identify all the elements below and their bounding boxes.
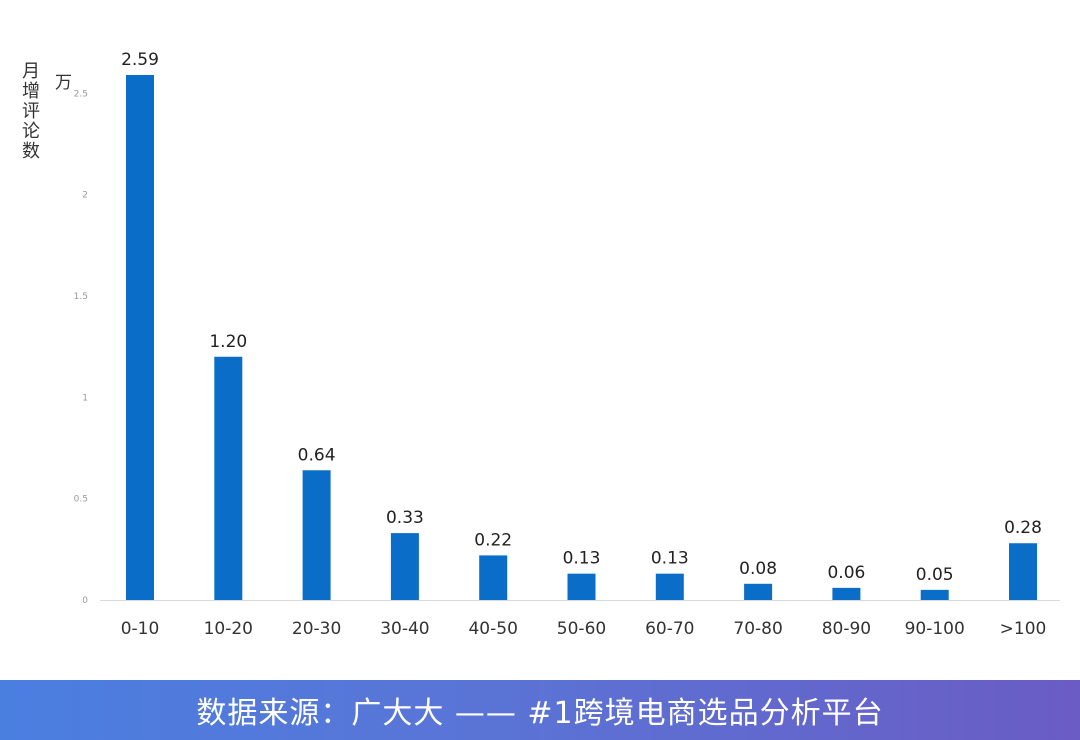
bar-2 <box>214 356 243 600</box>
bar-value-label: 0.22 <box>474 530 512 550</box>
bar-7 <box>655 573 684 600</box>
bar-4 <box>390 533 419 600</box>
x-tick-label: 0-10 <box>121 619 160 639</box>
y-tick-label: 0 <box>82 596 88 606</box>
bar-value-label: 0.13 <box>563 549 601 569</box>
bar-8 <box>744 583 773 600</box>
x-tick-label: 20-30 <box>292 619 341 639</box>
bar-value-label: 1.20 <box>209 332 247 352</box>
x-tick-label: 90-100 <box>905 619 965 639</box>
x-tick-label: 10-20 <box>204 619 253 639</box>
y-axis-unit: 万 <box>55 73 72 93</box>
data-source-text: 数据来源：广大大 —— #1跨境电商选品分析平台 <box>196 696 884 731</box>
y-axis-label: 月增评论数 <box>22 61 40 162</box>
bar-value-label: 0.28 <box>1004 518 1042 538</box>
bar-value-label: 2.59 <box>121 50 159 70</box>
bar-3 <box>302 470 331 600</box>
x-tick-label: 80-90 <box>822 619 871 639</box>
x-tick-label: 50-60 <box>557 619 606 639</box>
y-tick-label: 2 <box>82 191 88 201</box>
bar-6 <box>567 573 596 600</box>
bar-10 <box>920 589 949 600</box>
y-tick-label: 2.5 <box>74 89 88 99</box>
bar-11 <box>1009 543 1037 600</box>
bar-value-label: 0.05 <box>916 565 954 585</box>
bar-value-label: 0.06 <box>827 563 865 583</box>
bar-5 <box>479 555 508 600</box>
bar-value-label: 0.64 <box>298 445 336 465</box>
x-tick-label: >100 <box>1000 619 1047 639</box>
bar-chart: 0 0.5 1 1.5 2 2.5 2.59 0-10 1.20 10-20 0.64 20-30 0.… <box>74 50 1060 639</box>
y-tick-label: 1 <box>82 393 88 403</box>
bar-value-label: 0.33 <box>386 508 424 528</box>
x-tick-label: 40-50 <box>468 619 517 639</box>
y-tick-label: 0.5 <box>74 495 88 505</box>
data-source-banner: 数据来源：广大大 —— #1跨境电商选品分析平台 <box>0 680 1080 740</box>
x-tick-label: 70-80 <box>733 619 782 639</box>
bar-1 <box>126 75 154 600</box>
y-tick-label: 1.5 <box>74 292 88 302</box>
x-tick-label: 30-40 <box>380 619 429 639</box>
bar-value-label: 0.13 <box>651 549 689 569</box>
bar-9 <box>832 587 861 600</box>
x-tick-label: 60-70 <box>645 619 694 639</box>
bar-value-label: 0.08 <box>739 559 777 579</box>
